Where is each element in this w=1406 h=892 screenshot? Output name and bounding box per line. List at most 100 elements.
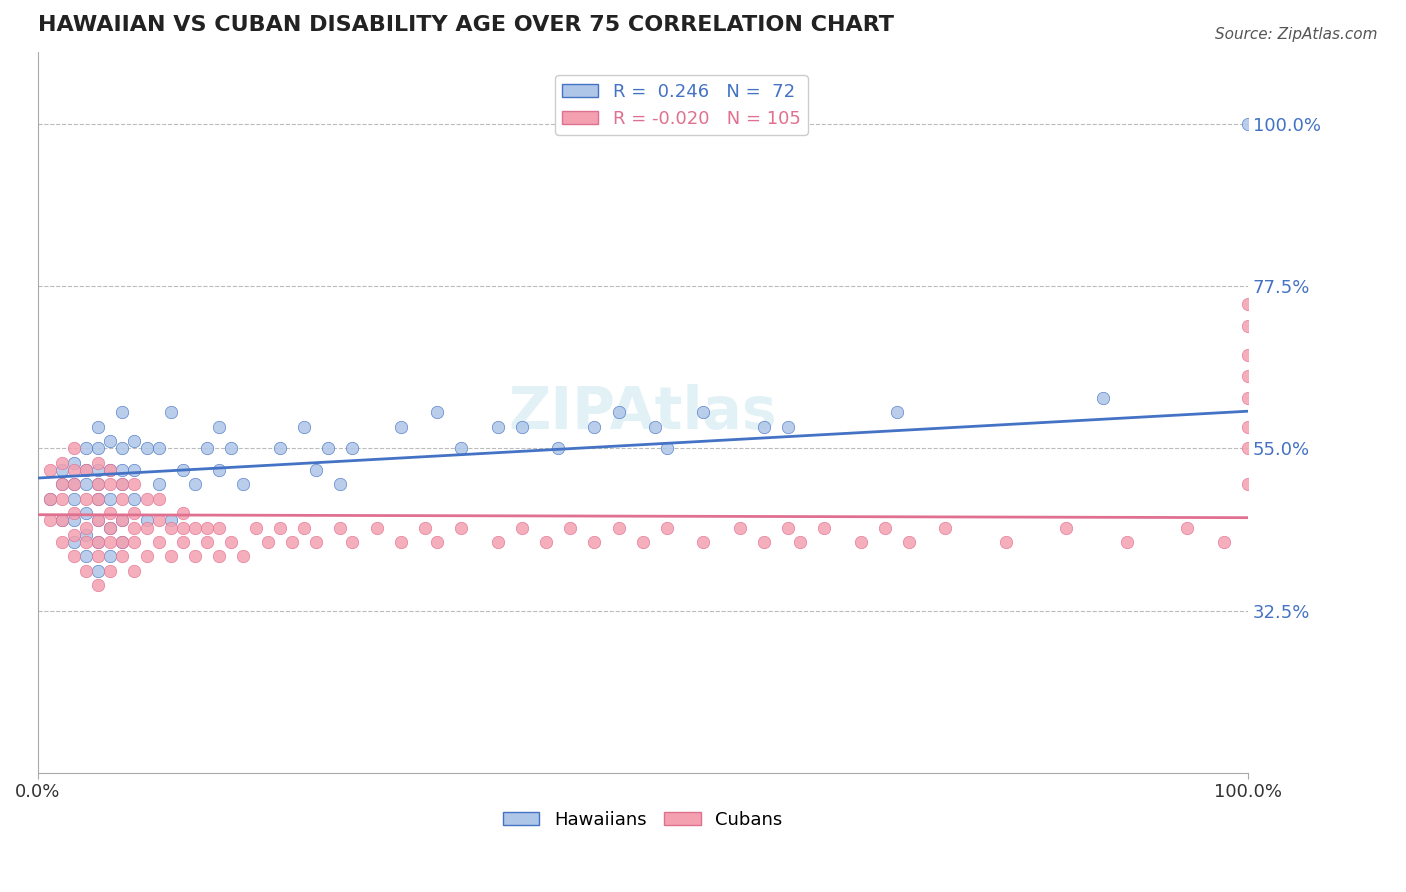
- Point: [184, 549, 207, 564]
- Point: [886, 405, 908, 419]
- Point: [195, 535, 218, 549]
- Point: [111, 442, 134, 456]
- Point: [1115, 535, 1137, 549]
- Point: [1237, 297, 1260, 311]
- Point: [208, 549, 231, 564]
- Point: [135, 491, 157, 506]
- Point: [111, 491, 134, 506]
- Point: [63, 456, 86, 470]
- Point: [75, 535, 97, 549]
- Point: [510, 419, 533, 434]
- Point: [51, 456, 73, 470]
- Point: [208, 419, 231, 434]
- Point: [607, 521, 630, 535]
- Point: [389, 535, 412, 549]
- Point: [63, 506, 86, 520]
- Point: [1237, 117, 1260, 131]
- Point: [148, 535, 170, 549]
- Point: [98, 535, 121, 549]
- Point: [486, 419, 509, 434]
- Point: [87, 442, 110, 456]
- Point: [87, 477, 110, 491]
- Point: [583, 419, 606, 434]
- Point: [111, 477, 134, 491]
- Point: [51, 513, 73, 527]
- Point: [1175, 521, 1198, 535]
- Point: [148, 491, 170, 506]
- Point: [1237, 442, 1260, 456]
- Point: [51, 477, 73, 491]
- Text: Source: ZipAtlas.com: Source: ZipAtlas.com: [1215, 27, 1378, 42]
- Point: [51, 513, 73, 527]
- Point: [269, 442, 291, 456]
- Point: [1091, 391, 1114, 405]
- Point: [63, 491, 86, 506]
- Point: [172, 521, 194, 535]
- Point: [644, 419, 666, 434]
- Point: [63, 463, 86, 477]
- Point: [124, 506, 146, 520]
- Point: [111, 477, 134, 491]
- Point: [75, 506, 97, 520]
- Point: [1237, 348, 1260, 362]
- Point: [98, 521, 121, 535]
- Point: [450, 442, 472, 456]
- Point: [208, 521, 231, 535]
- Point: [1237, 419, 1260, 434]
- Point: [655, 521, 678, 535]
- Point: [281, 535, 304, 549]
- Point: [87, 535, 110, 549]
- Point: [51, 463, 73, 477]
- Point: [776, 419, 799, 434]
- Point: [135, 442, 157, 456]
- Point: [111, 463, 134, 477]
- Point: [195, 442, 218, 456]
- Point: [316, 442, 339, 456]
- Point: [195, 521, 218, 535]
- Point: [111, 549, 134, 564]
- Point: [292, 521, 315, 535]
- Point: [63, 477, 86, 491]
- Point: [98, 463, 121, 477]
- Point: [776, 521, 799, 535]
- Point: [87, 419, 110, 434]
- Point: [1212, 535, 1234, 549]
- Point: [607, 405, 630, 419]
- Point: [172, 535, 194, 549]
- Point: [111, 535, 134, 549]
- Point: [111, 405, 134, 419]
- Point: [329, 477, 352, 491]
- Point: [111, 535, 134, 549]
- Point: [221, 442, 243, 456]
- Point: [75, 463, 97, 477]
- Point: [389, 419, 412, 434]
- Point: [75, 463, 97, 477]
- Point: [38, 463, 60, 477]
- Point: [329, 521, 352, 535]
- Point: [366, 521, 388, 535]
- Point: [63, 477, 86, 491]
- Point: [994, 535, 1017, 549]
- Point: [124, 477, 146, 491]
- Point: [534, 535, 557, 549]
- Point: [159, 549, 181, 564]
- Point: [426, 535, 449, 549]
- Point: [305, 535, 328, 549]
- Point: [38, 491, 60, 506]
- Point: [124, 521, 146, 535]
- Point: [245, 521, 267, 535]
- Point: [98, 506, 121, 520]
- Point: [486, 535, 509, 549]
- Point: [124, 491, 146, 506]
- Point: [87, 491, 110, 506]
- Point: [87, 463, 110, 477]
- Point: [124, 564, 146, 578]
- Point: [450, 521, 472, 535]
- Point: [232, 477, 254, 491]
- Point: [1054, 521, 1077, 535]
- Point: [75, 564, 97, 578]
- Point: [159, 513, 181, 527]
- Point: [305, 463, 328, 477]
- Point: [413, 521, 436, 535]
- Point: [98, 463, 121, 477]
